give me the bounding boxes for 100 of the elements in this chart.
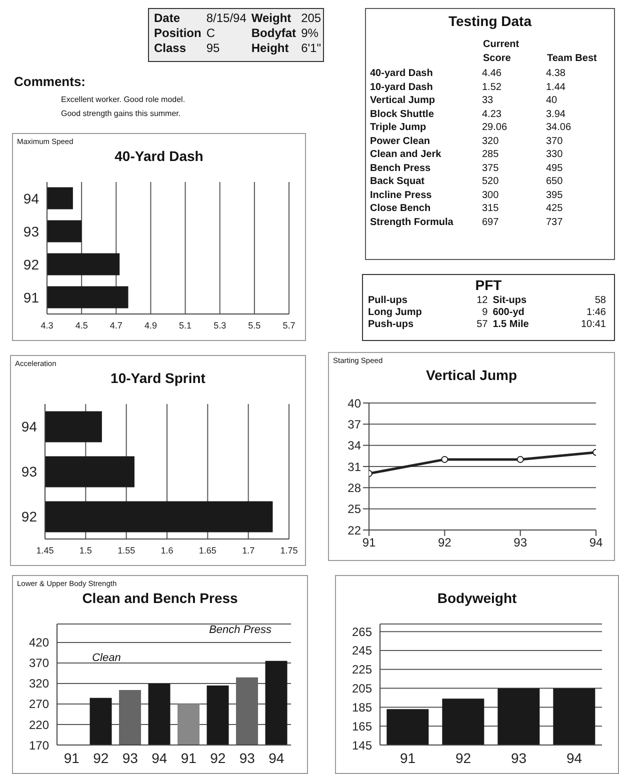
data-label: 650	[546, 175, 564, 188]
y-tick-label: 34	[348, 438, 362, 453]
data-label: 375	[482, 162, 500, 175]
data-label: 1.44	[546, 80, 566, 94]
x-tick-label: 1.6	[160, 545, 174, 556]
y-tick-label: 245	[352, 644, 372, 658]
x-tick-label: 5.7	[282, 320, 296, 330]
x-tick-label: 91	[400, 750, 416, 766]
chart-title: Vertical Jump	[424, 367, 518, 383]
text: Long Jump	[367, 307, 423, 319]
text: Pull-ups	[367, 295, 408, 307]
data-label: 40	[546, 94, 558, 108]
y-tick-label: 94	[21, 418, 38, 434]
x-tick-label: 5.3	[214, 320, 226, 330]
category-label: Incline Press	[370, 188, 433, 202]
y-tick-label: 205	[352, 682, 372, 696]
category-label: Vertical Jump	[370, 94, 436, 108]
y-tick-label: 93	[23, 223, 40, 240]
x-tick-label: 94	[268, 750, 284, 766]
y-tick-label: 185	[352, 700, 372, 714]
text: Testing Data	[448, 13, 533, 29]
data-label: 697	[482, 216, 500, 229]
text: Current Score	[482, 38, 520, 66]
text: Excellent worker. Good role model.	[60, 94, 186, 105]
data-label: 320	[482, 134, 500, 148]
x-tick-label: 93	[122, 750, 138, 766]
data-label: 33	[482, 94, 494, 108]
x-tick-label: 1.7	[242, 545, 255, 556]
y-tick-label: 37	[348, 417, 362, 432]
x-tick-label: 4.9	[144, 320, 157, 330]
x-tick-label: 1.45	[36, 545, 54, 556]
x-tick-label: 4.3	[40, 320, 54, 330]
text: Comments:	[14, 74, 87, 89]
text: 57	[476, 319, 489, 331]
y-tick-label: 420	[28, 636, 50, 650]
data-label: 3.94	[546, 108, 566, 121]
x-tick-label: 92	[93, 750, 109, 766]
text: 10:41	[580, 319, 607, 331]
category-label: 10-yard Dash	[370, 80, 434, 94]
data-label: 285	[482, 148, 500, 162]
x-tick-label: 1.65	[198, 545, 216, 556]
y-tick-label: 22	[348, 523, 362, 538]
data-label: 34.06	[546, 121, 572, 134]
x-tick-label: 91	[64, 750, 80, 766]
y-tick-label: 92	[23, 256, 40, 272]
data-label: 520	[482, 175, 500, 188]
annotation: Clean	[92, 652, 121, 664]
x-tick-label: 94	[566, 750, 582, 766]
x-tick-label: 93	[514, 536, 528, 550]
text: Height	[250, 41, 290, 56]
y-tick-label: 170	[28, 738, 50, 752]
data-label: 4.23	[482, 108, 502, 121]
text: 9	[481, 307, 489, 319]
text: 205	[300, 11, 322, 26]
y-tick-label: 270	[28, 697, 50, 712]
data-label: 370	[546, 134, 564, 148]
y-tick-label: 165	[352, 719, 372, 734]
text: 9%	[300, 26, 320, 41]
data-label: 737	[546, 216, 564, 229]
x-tick-label: 1.75	[280, 545, 298, 556]
category-label: Close Bench	[370, 202, 432, 216]
x-tick-label: 93	[239, 750, 256, 766]
y-tick-label: 370	[28, 656, 50, 670]
chart-title: 40-Yard Dash	[114, 148, 204, 164]
category-label: Power Clean	[370, 134, 432, 148]
text: 8/15/94	[205, 11, 248, 26]
text: Class	[153, 41, 188, 56]
x-tick-label: 1.55	[118, 545, 136, 556]
text: 58	[594, 295, 607, 307]
text: 6'1"	[300, 41, 322, 56]
x-tick-label: 94	[589, 536, 603, 550]
text: 12	[476, 295, 489, 307]
text: Team Best	[546, 52, 598, 66]
data-label: 395	[546, 188, 564, 202]
text: Weight	[250, 11, 292, 26]
y-tick-label: 145	[352, 738, 372, 752]
y-tick-label: 40	[348, 396, 362, 410]
text: C	[205, 26, 216, 41]
text: 1.5 Mile	[492, 319, 530, 331]
x-tick-label: 91	[180, 750, 197, 766]
y-tick-label: 220	[28, 718, 50, 732]
x-tick-label: 5.5	[248, 320, 261, 330]
category-label: Triple Jump	[370, 121, 428, 134]
data-label: 315	[482, 202, 500, 216]
annotation: Bench Press	[209, 624, 272, 636]
text: Good strength gains this summer.	[60, 108, 182, 119]
y-tick-label: 28	[348, 480, 362, 495]
y-tick-label: 31	[348, 460, 362, 474]
data-label: 29.06	[482, 121, 508, 134]
y-tick-label: 225	[352, 662, 372, 677]
text: Push-ups	[367, 319, 415, 331]
chart-title: Clean and Bench Press	[81, 590, 239, 606]
x-tick-label: 4.7	[110, 320, 122, 330]
x-tick-label: 92	[210, 750, 226, 766]
category-label: Bench Press	[370, 162, 432, 175]
data-label: 1.52	[482, 80, 502, 94]
text: Date	[153, 11, 182, 26]
text: 1:46	[586, 307, 607, 319]
data-label: 300	[482, 188, 500, 202]
y-tick-label: 25	[348, 502, 362, 516]
